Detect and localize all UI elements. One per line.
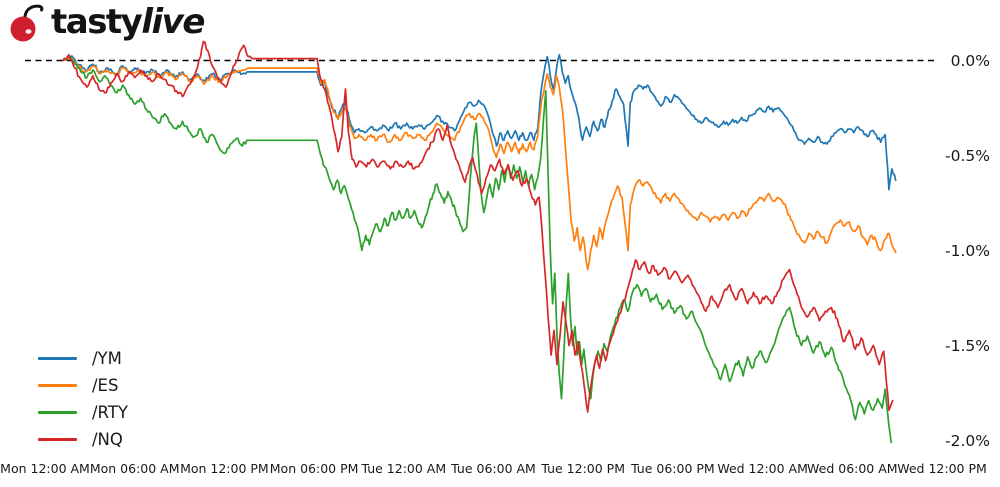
y-tick-label: 0.0% xyxy=(950,52,990,70)
x-tick-label: Mon 12:00 AM xyxy=(0,461,90,476)
legend-item-nq: /NQ xyxy=(38,426,128,453)
cherry-icon xyxy=(10,4,44,42)
x-tick-label: Tue 06:00 PM xyxy=(631,461,715,476)
legend-label: /ES xyxy=(92,376,119,395)
x-tick-label: Mon 12:00 PM xyxy=(180,461,269,476)
series-line-nq xyxy=(62,40,894,413)
y-tick-label: -2.0% xyxy=(945,432,990,450)
es-line-swatch xyxy=(38,384,77,387)
x-tick-label: Mon 06:00 AM xyxy=(89,461,180,476)
legend-label: /YM xyxy=(92,349,122,368)
x-tick-label: Wed 12:00 AM xyxy=(717,461,808,476)
legend-item-ym: /YM xyxy=(38,345,128,372)
x-tick-label: Tue 06:00 AM xyxy=(451,461,536,476)
brand-tasty: tasty xyxy=(51,2,143,42)
ym-line-swatch xyxy=(38,357,77,360)
x-tick-label: Mon 06:00 PM xyxy=(269,461,359,476)
nq-line-swatch xyxy=(38,438,77,441)
brand-wordmark: tastylive xyxy=(51,1,205,43)
tastylive-logo: tastylive xyxy=(8,1,205,43)
series-line-es xyxy=(62,57,897,271)
x-tick-label: Tue 12:00 AM xyxy=(361,461,447,476)
brand-live: live xyxy=(141,2,205,42)
y-tick-label: -0.5% xyxy=(945,147,990,165)
legend-item-es: /ES xyxy=(38,372,128,399)
legend-label: /RTY xyxy=(92,403,128,422)
series-line-rty xyxy=(62,55,893,444)
x-axis: Mon 12:00 AM Mon 06:00 AM Mon 12:00 PM Mon … xyxy=(0,461,1000,481)
legend-item-rty: /RTY xyxy=(38,399,128,426)
x-tick-label: Wed 12:00 PM xyxy=(897,461,987,476)
y-tick-label: -1.5% xyxy=(945,337,990,355)
y-tick-label: -1.0% xyxy=(945,242,990,260)
rty-line-swatch xyxy=(38,411,77,414)
legend-label: /NQ xyxy=(92,430,123,449)
legend: /YM /ES /RTY /NQ xyxy=(38,345,128,453)
x-tick-label: Wed 06:00 AM xyxy=(807,461,898,476)
x-tick-label: Tue 12:00 PM xyxy=(541,461,626,476)
